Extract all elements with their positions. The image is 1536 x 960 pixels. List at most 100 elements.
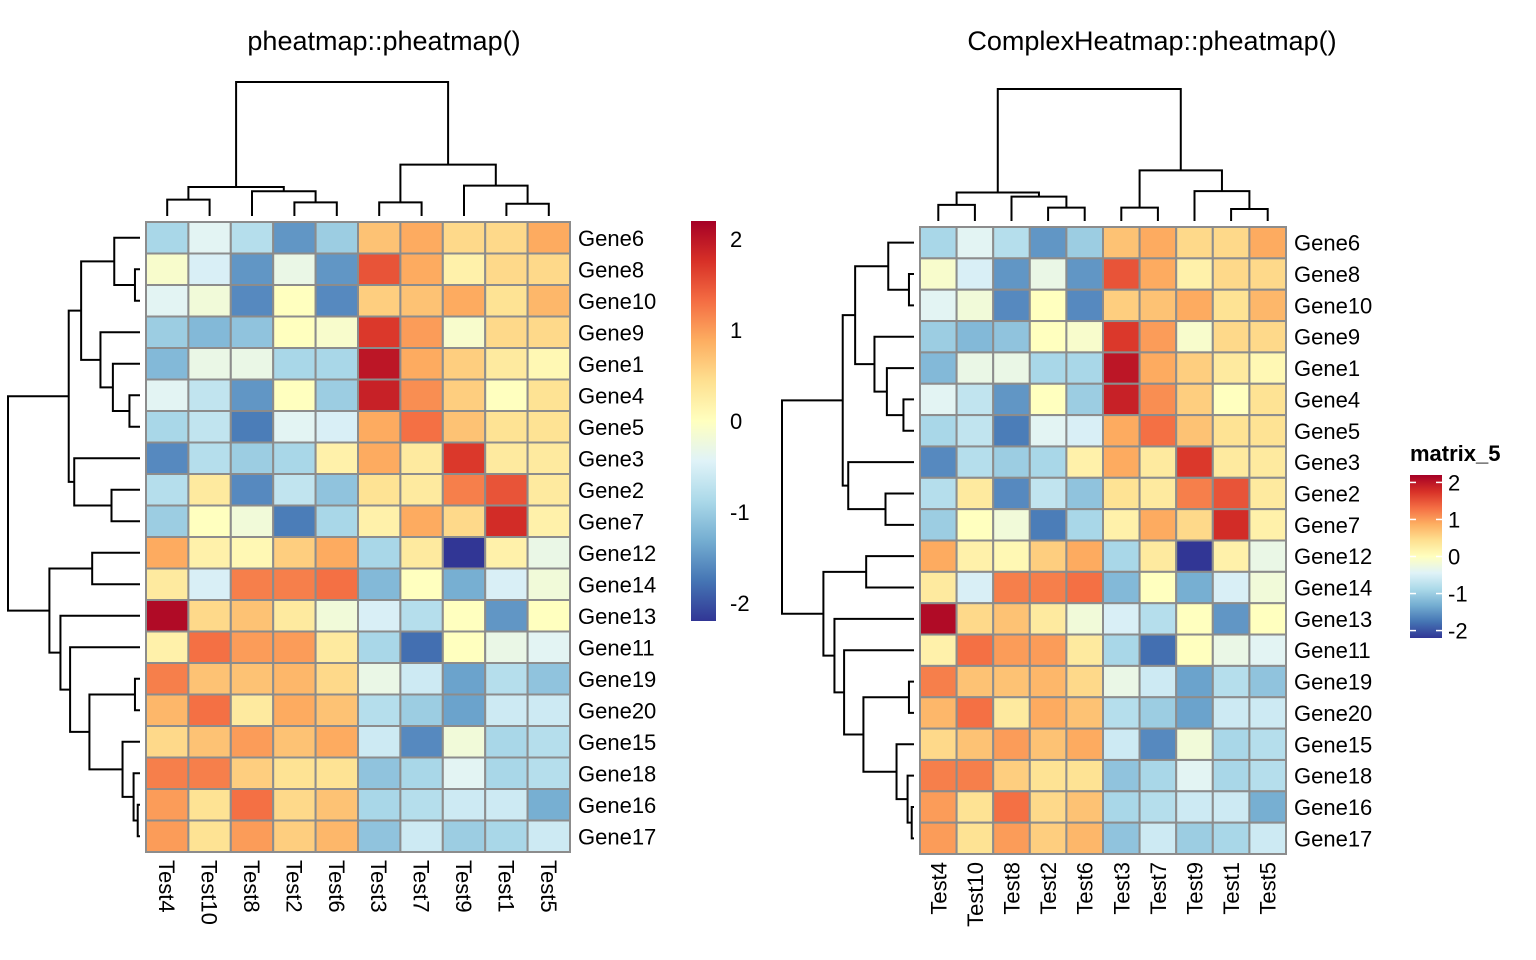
dendrogram-branch (463, 184, 529, 216)
row-label: Gene6 (1294, 231, 1360, 256)
heatmap-cell-Gene16-Test8 (229, 788, 275, 822)
heatmap-cell-Gene8-Test5 (526, 252, 571, 286)
dendrogram-branch (907, 680, 914, 714)
heatmap-cell-Gene13-Test9 (441, 599, 487, 633)
heatmap-cell-Gene16-Test3 (1102, 790, 1141, 824)
dendrogram-branch (69, 646, 140, 733)
heatmap-cell-Gene19-Test10 (955, 664, 995, 699)
colorbar-tick-label: 2 (1448, 470, 1460, 495)
heatmap-cell-Gene20-Test4 (919, 696, 958, 730)
heatmap-cell-Gene19-Test6 (1065, 664, 1105, 699)
heatmap-cell-Gene19-Test2 (272, 662, 317, 696)
heatmap-cell-Gene8-Test2 (272, 252, 317, 286)
heatmap-cell-Gene17-Test5 (526, 819, 571, 853)
dendrogram-branch (1047, 206, 1086, 221)
heatmap-cell-Gene12-Test4 (145, 536, 190, 570)
heatmap-cell-Gene12-Test1 (484, 536, 529, 570)
heatmap-cell-Gene15-Test4 (919, 727, 958, 761)
colorbar-tick-label: -2 (1448, 619, 1468, 644)
heatmap-cell-Gene14-Test7 (399, 567, 444, 601)
heatmap-cell-Gene15-Test3 (357, 725, 402, 759)
heatmap-cell-Gene12-Test3 (1102, 539, 1141, 573)
heatmap-cell-Gene13-Test1 (484, 599, 529, 633)
heatmap-cell-Gene6-Test2 (1028, 226, 1068, 260)
heatmap-cell-Gene3-Test3 (357, 441, 402, 475)
column-label: Test2 (1036, 862, 1061, 915)
heatmap-cell-Gene13-Test5 (1248, 602, 1288, 636)
heatmap-cell-Gene2-Test1 (484, 473, 529, 507)
heatmap-cell-Gene17-Test9 (441, 819, 487, 853)
heatmap-cell-Gene10-Test5 (1248, 288, 1288, 323)
heatmap-cell-Gene20-Test3 (1102, 696, 1141, 730)
heatmap-cell-Gene11-Test8 (229, 630, 275, 664)
heatmap-cell-Gene1-Test2 (272, 347, 317, 381)
row-label: Gene1 (1294, 356, 1360, 381)
heatmap-cell-Gene6-Test7 (1138, 226, 1178, 260)
heatmap-cell-Gene2-Test9 (1175, 476, 1214, 511)
heatmap-cell-Gene20-Test2 (272, 693, 317, 727)
heatmap-cell-Gene7-Test3 (1102, 508, 1141, 542)
heatmap-cell-Gene13-Test5 (526, 599, 571, 633)
dendrogram-branch (937, 203, 976, 221)
left-column-labels: Test4 Test10 Test8 Test2 Test6 Test3 Test7 Test… (154, 860, 561, 925)
dendrogram-branch (113, 236, 140, 286)
heatmap-cell-Gene5-Test6 (314, 410, 360, 444)
heatmap-cell-Gene5-Test9 (441, 410, 487, 444)
heatmap-cell-Gene18-Test8 (992, 758, 1031, 793)
row-label: Gene20 (578, 698, 656, 723)
heatmap-cell-Gene17-Test5 (1248, 821, 1288, 856)
heatmap-cell-Gene6-Test5 (526, 221, 571, 255)
heatmap-cell-Gene20-Test8 (992, 696, 1031, 730)
heatmap-cell-Gene14-Test10 (955, 570, 995, 605)
heatmap-cell-Gene8-Test8 (229, 252, 275, 286)
dendrogram-branch (885, 367, 914, 417)
heatmap-cell-Gene15-Test6 (1065, 727, 1105, 761)
heatmap-cell-Gene13-Test3 (357, 599, 402, 633)
heatmap-cell-Gene10-Test10 (955, 288, 995, 323)
heatmap-cell-Gene6-Test10 (187, 221, 232, 255)
heatmap-cell-Gene20-Test7 (1138, 696, 1178, 730)
heatmap-cell-Gene4-Test8 (992, 382, 1031, 417)
column-label: Test9 (451, 860, 476, 913)
heatmap-cell-Gene13-Test7 (1138, 602, 1178, 636)
heatmap-cell-Gene14-Test3 (357, 567, 402, 601)
column-label: Test4 (154, 860, 179, 913)
heatmap-cell-Gene14-Test1 (1211, 570, 1251, 605)
heatmap-cell-Gene13-Test10 (187, 599, 232, 633)
heatmap-cell-Gene7-Test1 (484, 504, 529, 538)
heatmap-cell-Gene14-Test8 (992, 570, 1031, 605)
heatmap-cell-Gene20-Test1 (1211, 696, 1251, 730)
dendrogram-branch (48, 567, 93, 654)
heatmap-cell-Gene16-Test8 (992, 790, 1031, 824)
heatmap-cell-Gene6-Test4 (145, 221, 190, 255)
heatmap-cell-Gene13-Test10 (955, 602, 995, 636)
colorbar-tick-label: 0 (730, 409, 742, 434)
row-label: Gene9 (578, 320, 644, 345)
heatmap-cell-Gene5-Test8 (229, 410, 275, 444)
heatmap-cell-Gene4-Test4 (919, 382, 958, 417)
row-label: Gene14 (578, 572, 656, 597)
row-label: Gene3 (1294, 450, 1360, 475)
heatmap-cell-Gene8-Test1 (484, 252, 529, 286)
heatmap-cell-Gene16-Test4 (919, 790, 958, 824)
heatmap-cell-Gene7-Test4 (919, 508, 958, 542)
dendrogram-branch (251, 190, 317, 216)
row-label: Gene19 (578, 667, 656, 692)
heatmap-cell-Gene15-Test5 (526, 725, 571, 759)
heatmap-cell-Gene13-Test9 (1175, 602, 1214, 636)
heatmap-cell-Gene18-Test2 (272, 756, 317, 790)
heatmap-cell-Gene3-Test1 (1211, 445, 1251, 479)
column-label: Test3 (366, 860, 391, 913)
heatmap-cell-Gene8-Test2 (1028, 257, 1068, 291)
row-label: Gene9 (1294, 325, 1360, 350)
column-label: Test8 (1000, 862, 1025, 915)
dendrogram-branch (1138, 169, 1223, 208)
legend-title: matrix_5 (1410, 441, 1501, 466)
heatmap-cell-Gene2-Test7 (399, 473, 444, 507)
heatmap-cell-Gene8-Test1 (1211, 257, 1251, 291)
heatmap-cell-Gene3-Test7 (1138, 445, 1178, 479)
heatmap-cell-Gene4-Test7 (1138, 382, 1178, 417)
column-label: Test3 (1109, 862, 1134, 915)
row-label: Gene16 (1294, 795, 1372, 820)
heatmap-cell-Gene14-Test8 (229, 567, 275, 601)
